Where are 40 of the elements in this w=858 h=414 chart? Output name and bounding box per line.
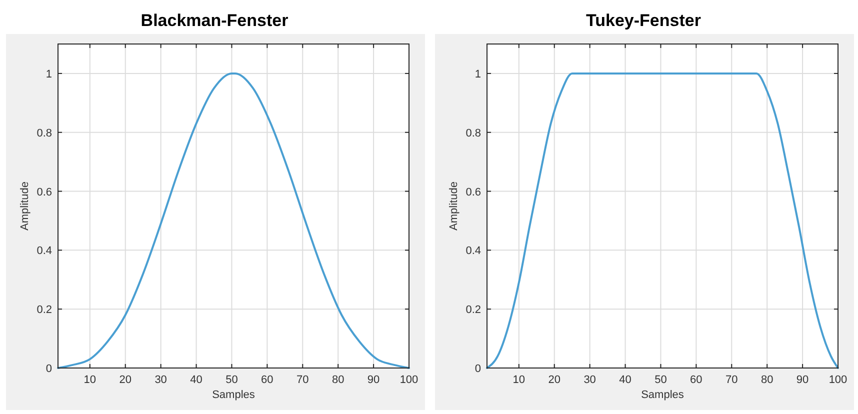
y-tick-label: 0	[46, 363, 52, 375]
x-tick-label: 30	[584, 374, 596, 386]
y-tick-label: 0.4	[36, 245, 52, 258]
x-tick-label: 20	[548, 374, 560, 386]
x-tick-label: 90	[796, 374, 809, 386]
x-tick-label: 70	[296, 374, 309, 386]
x-tick-label: 10	[512, 374, 526, 386]
x-tick-label: 80	[760, 374, 774, 386]
x-tick-label: 80	[332, 374, 344, 386]
y-tick-label: 1	[474, 68, 481, 80]
y-axis-title: Amplitude	[19, 182, 31, 230]
chart-title: Blackman-Fenster	[140, 11, 289, 30]
y-tick-label: 1	[46, 68, 52, 80]
x-tick-label: 40	[190, 374, 202, 386]
line-series	[486, 72, 839, 369]
y-tick-label: 0.4	[466, 245, 481, 258]
x-tick-label: 60	[690, 374, 702, 386]
x-tick-label: 40	[619, 374, 632, 386]
x-tick-label: 60	[261, 374, 274, 386]
y-tick-label: 0.6	[466, 186, 481, 198]
x-tick-label: 30	[154, 374, 167, 386]
line-series	[57, 72, 410, 369]
x-tick-label: 70	[726, 374, 738, 386]
y-tick-label: 0	[474, 363, 481, 375]
x-tick-label: 50	[226, 374, 238, 386]
x-tick-label: 20	[119, 374, 132, 386]
y-tick-label: 0.2	[466, 304, 481, 316]
x-tick-label: 10	[84, 374, 96, 386]
y-tick-label: 0.2	[36, 304, 52, 316]
x-axis-title: Samples	[641, 389, 684, 401]
x-axis-title: Samples	[212, 389, 256, 401]
y-tick-label: 0.8	[36, 127, 52, 140]
y-tick-label: 0.6	[36, 186, 52, 198]
y-axis-title: Amplitude	[448, 182, 460, 230]
chart-title: Tukey-Fenster	[586, 11, 702, 30]
x-tick-label: 100	[400, 374, 418, 386]
y-tick-label: 0.8	[466, 127, 481, 140]
x-tick-label: 90	[367, 374, 380, 386]
x-tick-label: 50	[654, 374, 667, 386]
x-tick-label: 100	[828, 374, 848, 386]
